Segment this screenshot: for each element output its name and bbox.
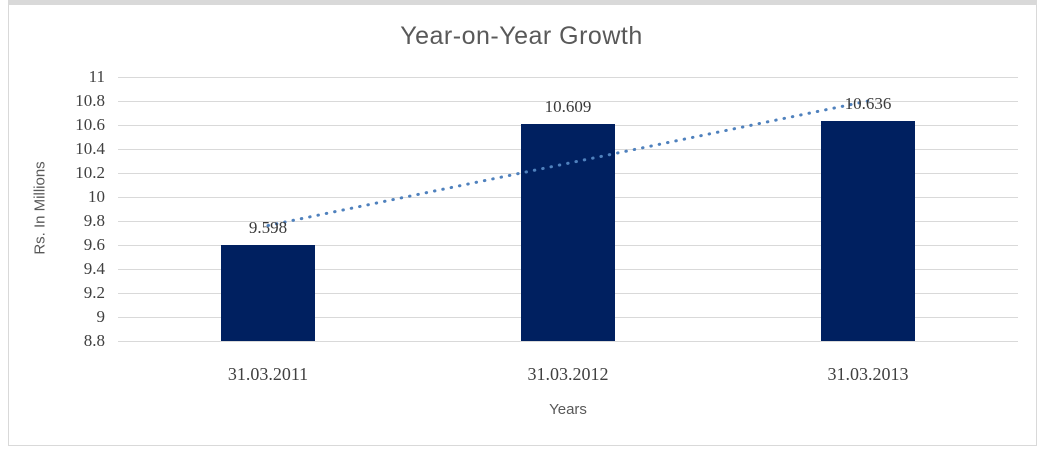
bar bbox=[221, 245, 315, 341]
y-tick-label: 10.8 bbox=[75, 91, 105, 110]
y-tick-label: 9.2 bbox=[83, 283, 105, 302]
y-tick-label: 9.6 bbox=[83, 235, 105, 254]
y-tick-label: 9.4 bbox=[83, 259, 105, 278]
x-axis-title: Years bbox=[549, 401, 587, 418]
bar bbox=[821, 120, 915, 341]
y-tick-label: 8.8 bbox=[83, 331, 105, 350]
y-tick-label: 11 bbox=[88, 67, 105, 86]
y-tick-label: 10.6 bbox=[75, 115, 105, 134]
bar bbox=[521, 123, 615, 341]
gridline bbox=[118, 341, 1018, 342]
gridline bbox=[118, 101, 1018, 102]
x-category-label: 31.03.2012 bbox=[527, 364, 609, 384]
chart-title: Year-on-Year Growth bbox=[400, 22, 643, 50]
y-tick-label: 9.8 bbox=[83, 211, 105, 230]
bar-data-label: 10.609 bbox=[544, 96, 592, 116]
x-category-label: 31.03.2013 bbox=[827, 364, 909, 384]
gridline bbox=[118, 77, 1018, 78]
y-tick-label: 10 bbox=[88, 187, 105, 206]
bar-data-label: 10.636 bbox=[844, 93, 892, 113]
y-tick-label: 10.4 bbox=[75, 139, 105, 158]
x-category-label: 31.03.2011 bbox=[227, 364, 309, 384]
bar-data-label: 9.598 bbox=[248, 218, 288, 238]
y-tick-label: 10.2 bbox=[75, 163, 105, 182]
y-tick-label: 9 bbox=[96, 307, 106, 326]
